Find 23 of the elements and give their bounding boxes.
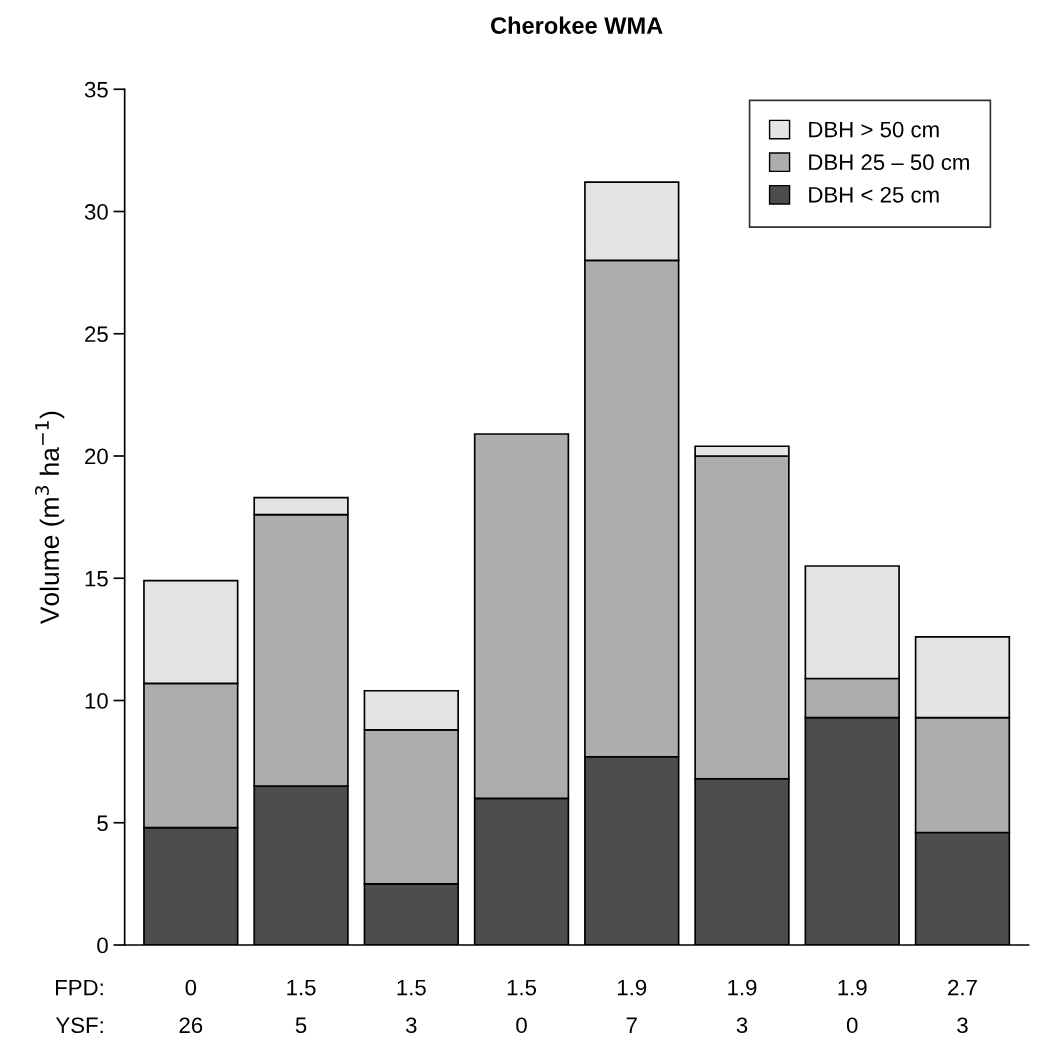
- x-tick-label: 1.9 7: [618, 979, 647, 1033]
- y-tick-label: 20: [85, 448, 108, 465]
- y-tick-label: 10: [85, 693, 108, 709]
- legend-label: DBH > 50 cm: [809, 121, 939, 138]
- text: YSF:: [55, 1017, 103, 1034]
- x-tick-label: 0 26: [179, 979, 203, 1034]
- x-tick-label: 1.5 0: [507, 979, 537, 1034]
- chart-title: Cherokee WMA: [491, 16, 663, 34]
- x-tick-label: 1.5 5: [287, 979, 316, 1034]
- text: FPD:: [56, 979, 103, 996]
- y-tick-label: 15: [85, 571, 108, 587]
- y-tick-label: 35: [84, 81, 108, 98]
- x-tick-label: 2.7 3: [948, 979, 977, 1034]
- legend-label: DBH 25 – 50 cm: [809, 154, 969, 171]
- x-tick-label: 1.5 3: [397, 979, 426, 1034]
- x-tick-label: 1.9 0: [838, 979, 867, 1034]
- y-tick-label: 5: [97, 815, 108, 832]
- y-tick-label: 25: [85, 326, 108, 343]
- y-tick-label: 30: [84, 204, 108, 220]
- y-axis-title: Volume (m$^{3}$ ha$^{−1}$): [34, 411, 65, 625]
- legend-label: DBH < 25 cm: [809, 186, 939, 203]
- y-tick-label: 0: [97, 937, 108, 954]
- x-tick-label: 1.9 3: [728, 979, 757, 1034]
